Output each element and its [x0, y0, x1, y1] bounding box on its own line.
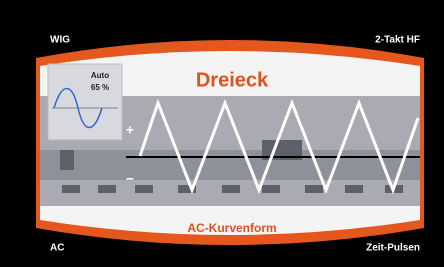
- scene-band: [40, 150, 420, 180]
- device-screen: Auto 65 % + − Dreieck AC-Kurvenform WIG …: [0, 0, 444, 267]
- title: Dreieck: [196, 69, 269, 91]
- corner-label: WIG: [50, 35, 70, 46]
- plus-sign: +: [126, 122, 134, 138]
- corner-label: Zeit-Pulsen: [366, 243, 420, 254]
- inset-box: [48, 64, 122, 140]
- corner-label: 2-Takt HF: [375, 35, 420, 46]
- corner-label: AC: [50, 243, 64, 254]
- footer: AC-Kurvenform: [187, 221, 276, 235]
- inset-mode: Auto: [91, 71, 109, 80]
- minus-sign: −: [126, 171, 134, 187]
- inset-value: 65 %: [91, 83, 109, 92]
